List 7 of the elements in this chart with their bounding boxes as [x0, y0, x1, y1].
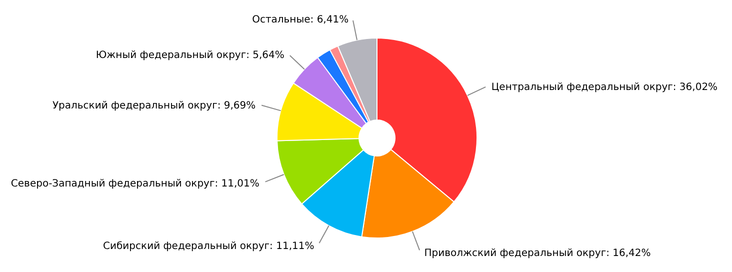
slice-label: Остальные: 6,41%	[252, 14, 349, 26]
slice-label: Сибирский федеральный округ: 11,11%	[103, 240, 314, 252]
slice-label: Северо-Западный федеральный округ: 11,01%	[10, 178, 260, 190]
slice-label: Южный федеральный округ: 5,64%	[96, 50, 284, 62]
slice-label: Центральный федеральный округ: 36,02%	[491, 82, 718, 94]
slice-label: Уральский федеральный округ: 9,69%	[52, 100, 256, 112]
slice-label: Приволжский федеральный округ: 16,42%	[424, 248, 651, 260]
